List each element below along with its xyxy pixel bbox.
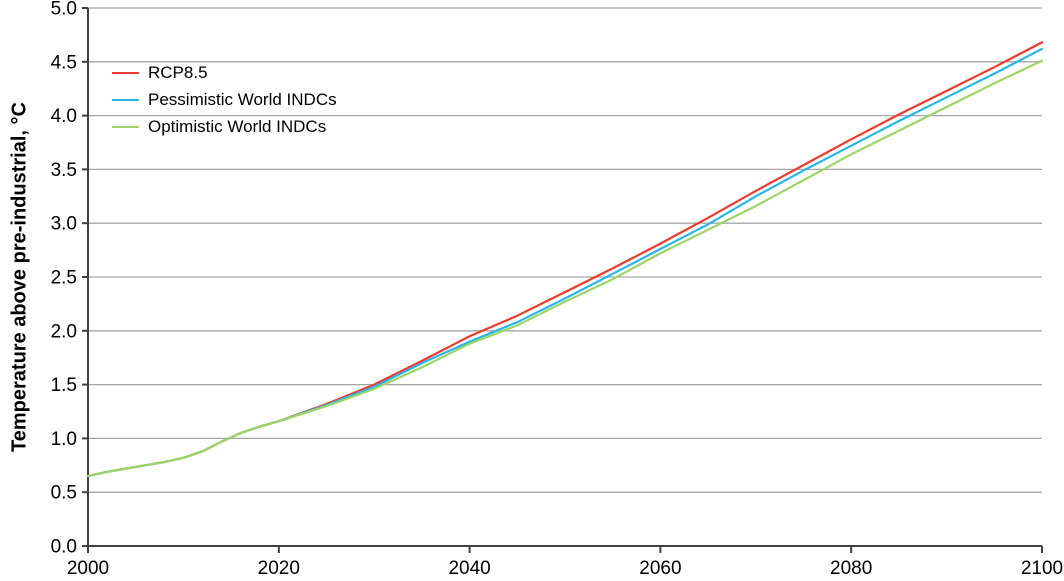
legend-item-rcp85: RCP8.5 <box>112 59 337 86</box>
y-tick-label: 2.5 <box>51 268 77 289</box>
legend: RCP8.5 Pessimistic World INDCs Optimisti… <box>112 59 337 140</box>
x-tick-label: 2080 <box>830 558 872 579</box>
y-tick-label: 5.0 <box>51 0 77 20</box>
x-tick-label: 2100 <box>1021 558 1063 579</box>
legend-label: Pessimistic World INDCs <box>148 89 337 109</box>
y-tick-label: 3.0 <box>51 214 77 235</box>
legend-line-swatch-green <box>112 125 139 128</box>
x-tick-label: 2000 <box>67 558 109 579</box>
legend-label: Optimistic World INDCs <box>148 116 327 136</box>
y-tick-label: 2.0 <box>51 321 77 342</box>
y-axis-title: Temperature above pre-industrial, °C <box>8 102 31 452</box>
y-tick-label: 4.5 <box>51 52 77 73</box>
y-tick-label: 0.0 <box>51 537 77 558</box>
x-tick-label: 2060 <box>639 558 681 579</box>
legend-line-swatch-red <box>112 71 139 74</box>
y-tick-label: 0.5 <box>51 483 77 504</box>
legend-item-optimistic-indcs: Optimistic World INDCs <box>112 113 337 140</box>
series-line-2 <box>86 59 1044 478</box>
x-tick-label: 2040 <box>448 558 490 579</box>
legend-item-pessimistic-indcs: Pessimistic World INDCs <box>112 86 337 113</box>
legend-label: RCP8.5 <box>148 62 208 82</box>
y-tick-label: 1.5 <box>51 375 77 396</box>
y-tick-label: 1.0 <box>51 429 77 450</box>
y-tick-label: 3.5 <box>51 160 77 181</box>
y-tick-label: 4.0 <box>51 106 77 127</box>
legend-line-swatch-blue <box>112 98 139 101</box>
x-tick-label: 2020 <box>258 558 300 579</box>
